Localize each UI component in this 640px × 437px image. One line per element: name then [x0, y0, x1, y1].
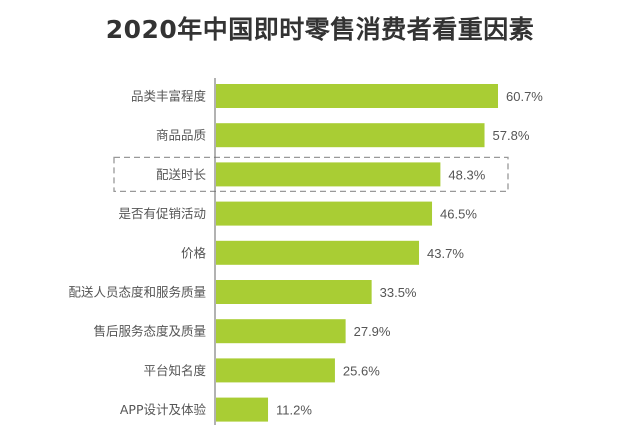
bar: [216, 397, 269, 422]
value-label: 46.5%: [440, 207, 477, 222]
category-label: 平台知名度: [143, 363, 206, 378]
category-label: 配送时长: [156, 167, 207, 182]
category-label: 是否有促销活动: [118, 206, 206, 221]
highlight-box: [113, 156, 509, 193]
category-label: 售后服务态度及质量: [93, 324, 206, 339]
bar: [216, 358, 335, 383]
bar: [216, 162, 441, 187]
bar: [216, 123, 485, 148]
value-label: 25.6%: [343, 363, 380, 378]
value-label: 27.9%: [354, 324, 391, 339]
bar: [216, 319, 346, 344]
value-label: 43.7%: [427, 246, 464, 261]
bar: [216, 280, 372, 304]
category-label: 配送人员态度和服务质量: [68, 285, 206, 300]
category-label: 价格: [181, 245, 207, 260]
category-label: 商品品质: [156, 128, 206, 143]
category-label: APP设计及体验: [120, 402, 207, 417]
category-label: 品类丰富程度: [131, 89, 207, 104]
bar: [216, 240, 420, 265]
value-label: 60.7%: [506, 89, 543, 104]
bar: [216, 201, 433, 226]
value-label: 33.5%: [380, 285, 417, 300]
value-label: 48.3%: [448, 167, 485, 182]
value-label: 57.8%: [493, 128, 530, 143]
chart-title: 2020年中国即时零售消费者看重因素: [105, 15, 535, 44]
value-label: 11.2%: [276, 403, 312, 418]
bar: [216, 84, 498, 108]
